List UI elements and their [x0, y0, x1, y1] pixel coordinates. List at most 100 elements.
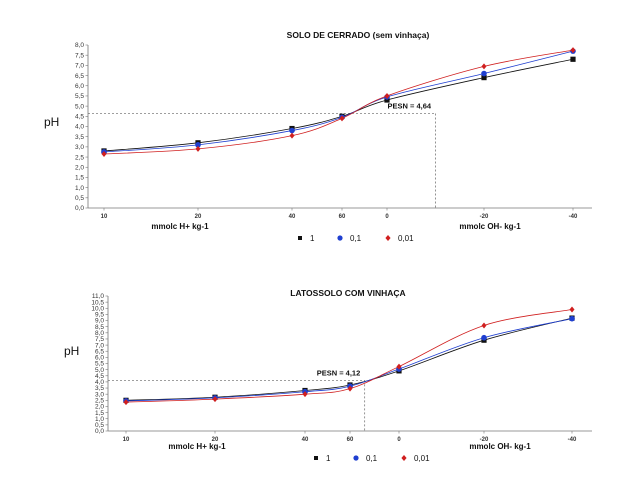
y-tick-label: 4,5: [95, 373, 104, 380]
y-tick-label: 6,0: [95, 355, 104, 362]
y-tick-label: 4,0: [95, 379, 104, 386]
y-tick-label: 0,0: [75, 205, 84, 212]
chart-2: 0,00,51,01,52,02,53,03,54,04,55,05,56,06…: [64, 288, 592, 463]
data-point-s2-6: [481, 334, 487, 341]
data-point-s2-3: [289, 127, 295, 134]
x-tick-label: 10: [101, 214, 108, 220]
y-tick-label: 9,0: [95, 318, 104, 325]
y-tick-label: 1,5: [75, 175, 84, 182]
y-axis-label: pH: [44, 115, 59, 129]
data-point-s3-1: [101, 151, 107, 158]
x-axis-label-left: mmolc H+ kg-1: [151, 222, 209, 231]
data-point-s3-7: [569, 306, 575, 313]
y-tick-label: 9,5: [95, 312, 104, 319]
data-point-s3-6: [481, 322, 487, 329]
y-tick-label: 0,5: [75, 195, 84, 202]
y-tick-label: 1,0: [75, 185, 84, 192]
y-tick-label: 4,5: [75, 114, 84, 121]
data-point-s2-2: [195, 142, 201, 148]
data-point-s3-5: [396, 363, 402, 370]
y-tick-label: 7,5: [95, 336, 104, 343]
y-tick-label: 1,0: [95, 416, 104, 423]
y-tick-label: 10,0: [91, 305, 104, 312]
data-point-s3-4: [339, 115, 345, 122]
data-point-s3-2: [212, 396, 218, 403]
legend-label-3: 0,01: [398, 234, 414, 243]
data-point-s3-3: [302, 391, 308, 398]
y-tick-label: 10,5: [91, 299, 104, 306]
y-tick-label: 5,0: [75, 103, 84, 110]
y-tick-label: 3,0: [95, 391, 104, 398]
pesn-annotation: PESN = 4,12: [317, 368, 361, 377]
data-point-s3-7: [570, 47, 576, 54]
legend-label-1: 1: [310, 234, 315, 243]
y-tick-label: 6,5: [95, 348, 104, 355]
legend-marker-2: [337, 235, 343, 241]
y-axis-label: pH: [64, 344, 79, 358]
y-tick-label: 1,5: [95, 410, 104, 417]
x-tick-label: 40: [302, 437, 309, 443]
x-axis-label-left: mmolc H+ kg-1: [168, 442, 226, 451]
data-point-s3-3: [289, 132, 295, 139]
data-point-s2-6: [481, 70, 487, 77]
series-line-3: [103, 49, 574, 155]
legend-marker-2: [353, 455, 359, 461]
y-tick-label: 5,5: [75, 93, 84, 100]
y-tick-label: 2,0: [75, 164, 84, 171]
y-tick-label: 8,0: [95, 330, 104, 337]
chart-1: 0,0 0,5 1,0 1,5 2,0 2,5 3,0 3,5 4,0 4,5 5,0 5,5 6,0 6…: [44, 30, 592, 243]
x-tick-label: 0: [397, 437, 401, 443]
y-tick-label: 8,0: [75, 42, 84, 49]
y-tick-label: 7,5: [75, 52, 84, 59]
y-tick-label: 4,0: [75, 124, 84, 131]
chart-title: SOLO DE CERRADO (sem vinhaça): [287, 30, 430, 40]
legend-marker-3: [385, 235, 391, 241]
legend-label-1: 1: [326, 454, 331, 463]
x-tick-label: 60: [347, 437, 354, 443]
data-point-s2-7: [569, 315, 575, 322]
x-tick-label: -40: [569, 214, 578, 220]
data-point-s1-7: [570, 56, 576, 62]
data-point-s3-2: [195, 145, 201, 152]
y-tick-label: 8,5: [95, 324, 104, 331]
y-tick-label: 3,0: [75, 144, 84, 151]
y-tick-label: 3,5: [75, 134, 84, 141]
y-tick-label: 6,0: [75, 83, 84, 90]
legend-label-2: 0,1: [366, 454, 378, 463]
y-tick-label: 2,5: [75, 154, 84, 161]
x-tick-label: 0: [385, 214, 389, 220]
y-tick-label: 5,0: [95, 367, 104, 374]
x-tick-label: 60: [339, 214, 346, 220]
legend-label-2: 0,1: [350, 234, 362, 243]
y-tick-label: 6,5: [75, 73, 84, 80]
y-tick-label: 7,0: [75, 63, 84, 70]
x-tick-label: 20: [212, 437, 219, 443]
series-line-2: [103, 50, 574, 153]
legend-label-3: 0,01: [414, 454, 430, 463]
series-line-1: [103, 58, 574, 152]
x-axis-label-right: mmolc OH- kg-1: [469, 442, 531, 451]
legend-marker-1: [314, 456, 318, 460]
x-tick-label: 10: [123, 437, 130, 443]
y-tick-label: 2,0: [95, 404, 104, 411]
y-tick-label: 11,0: [92, 293, 105, 300]
x-tick-label: -20: [480, 214, 489, 220]
y-tick-label: 0,0: [95, 428, 104, 435]
legend-marker-1: [298, 236, 302, 240]
y-tick-label: 2,5: [95, 398, 104, 405]
pesn-annotation: PESN = 4,64: [388, 101, 432, 110]
data-point-s3-4: [347, 385, 353, 392]
data-point-s1-6: [481, 75, 487, 81]
y-tick-label: 7,0: [95, 342, 104, 349]
data-point-s3-1: [123, 399, 129, 406]
x-tick-label: -40: [568, 437, 577, 443]
x-tick-label: -20: [480, 437, 489, 443]
data-point-s3-5: [384, 92, 390, 99]
y-tick-label: 3,5: [95, 385, 104, 392]
data-point-s1-5: [384, 97, 390, 103]
x-tick-label: 40: [289, 214, 296, 220]
x-axis-label-right: mmolc OH- kg-1: [459, 222, 521, 231]
y-tick-label: 5,5: [95, 361, 104, 368]
